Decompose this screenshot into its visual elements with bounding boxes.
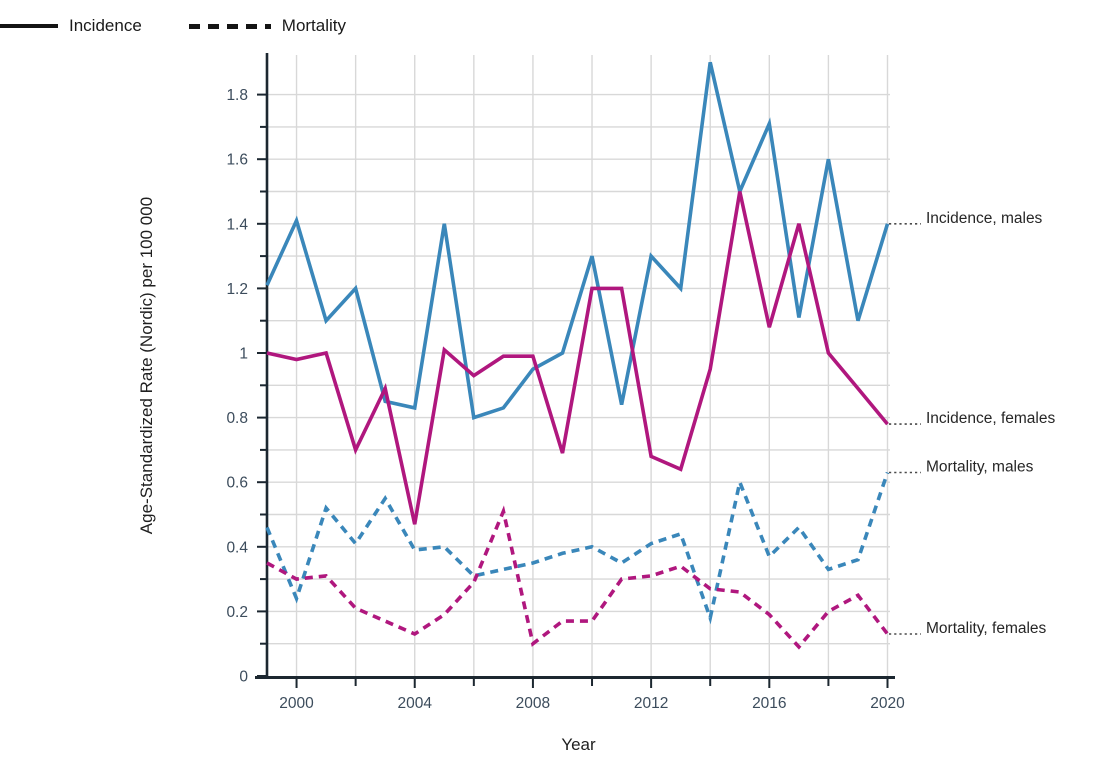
- x-tick-label: 2012: [634, 695, 668, 712]
- y-tick-label: 1.2: [226, 281, 248, 298]
- y-tick-label: 1.8: [226, 87, 248, 104]
- y-tick-label: 0.6: [226, 475, 248, 492]
- x-tick-label: 2000: [279, 695, 314, 712]
- y-tick-label: 0.4: [226, 539, 248, 556]
- annotation-mortality-males: Mortality, males: [926, 459, 1034, 476]
- y-tick-label: 1.4: [226, 216, 248, 233]
- y-tick-label: 0.2: [226, 604, 248, 621]
- figure-legend: Incidence Mortality: [0, 16, 346, 36]
- legend-incidence-label: Incidence: [69, 16, 142, 35]
- mortality-dashed-line-swatch: [188, 23, 271, 29]
- incidence-solid-line-swatch: [0, 24, 58, 28]
- y-axis-title: Age-Standardized Rate (Nordic) per 100 0…: [137, 197, 156, 534]
- y-tick-label: 1.6: [226, 152, 248, 169]
- x-axis-title: Year: [561, 735, 596, 754]
- annotation-incidence-females: Incidence, females: [926, 410, 1055, 427]
- y-tick-label: 0: [239, 669, 248, 686]
- x-tick-label: 2020: [870, 695, 905, 712]
- annotation-incidence-males: Incidence, males: [926, 210, 1043, 227]
- y-tick-label: 0.8: [226, 410, 248, 427]
- series-line-mortality-males: [265, 471, 890, 625]
- series-line-incidence-males: [265, 61, 890, 420]
- series-line-incidence-females: [266, 191, 889, 525]
- x-tick-label: 2004: [397, 695, 432, 712]
- x-tick-label: 2008: [516, 695, 550, 712]
- legend-mortality-label: Mortality: [281, 16, 347, 35]
- annotation-mortality-females: Mortality, females: [926, 620, 1047, 637]
- x-tick-label: 2016: [752, 695, 786, 712]
- y-tick-label: 1: [239, 346, 248, 363]
